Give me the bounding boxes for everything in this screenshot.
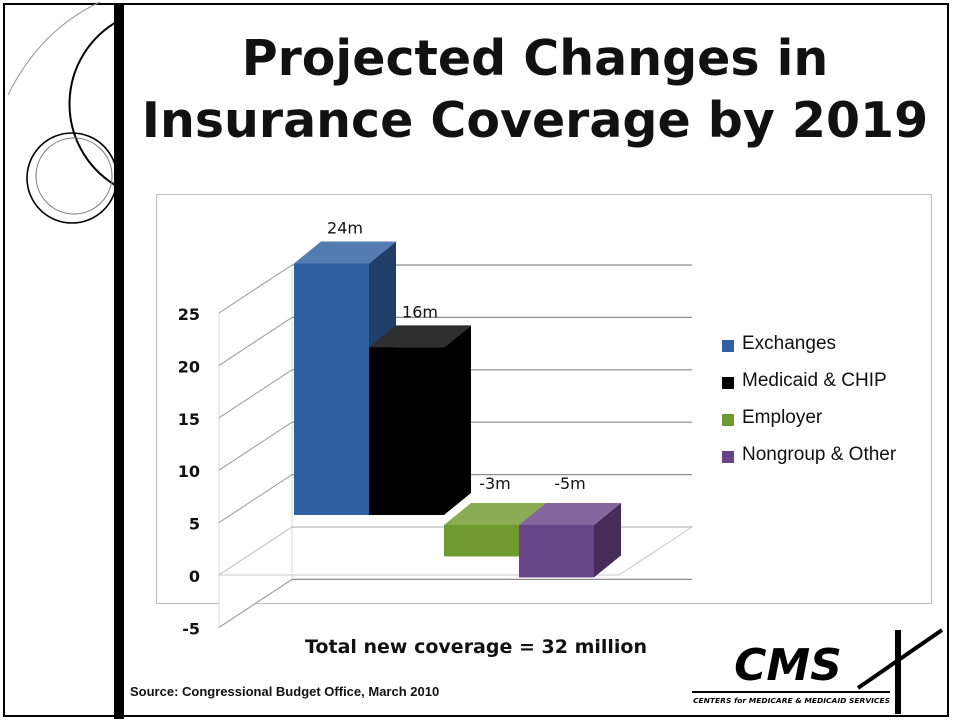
slide-title-line-1: Projected Changes in (241, 30, 829, 87)
y-tick-label: 0 (189, 567, 200, 586)
bar-employer (444, 525, 519, 557)
data-label: 16m (402, 302, 438, 321)
gridline-side (218, 421, 293, 471)
bar-top-3 (519, 503, 621, 525)
slide-title: Projected Changes in Insurance Coverage … (140, 28, 930, 152)
bar-top-0 (294, 241, 396, 264)
bar-side-3 (594, 503, 621, 578)
y-tick-label: 5 (189, 515, 200, 534)
bar-top-1 (369, 325, 471, 348)
data-label: 24m (327, 218, 363, 237)
source-note: Source: Congressional Budget Office, Mar… (130, 684, 440, 699)
y-tick-label: 20 (178, 357, 200, 376)
legend-swatch (722, 340, 734, 352)
total-coverage-text: Total new coverage = 32 million (305, 636, 647, 658)
gridline-side (218, 578, 293, 628)
bar-top-2 (444, 503, 546, 525)
legend-swatch (722, 377, 734, 389)
left-accent-bar (114, 3, 124, 719)
bar-medicaid-chip (369, 347, 444, 515)
gridline-side (218, 264, 293, 314)
y-tick-label: 15 (178, 410, 200, 429)
gridline-side (218, 369, 293, 419)
y-tick-label: 25 (178, 305, 200, 324)
cms-logo-tagline: CENTERS for MEDICARE & MEDICAID SERVICES (693, 697, 890, 705)
legend-label: Nongroup & Other (742, 444, 897, 465)
y-tick-label: 10 (178, 462, 200, 481)
bar-exchanges (294, 263, 369, 515)
slide-border (3, 3, 949, 717)
cms-logo: CMS CENTERS for MEDICARE & MEDICAID SERV… (692, 628, 944, 714)
legend-label: Employer (742, 407, 823, 428)
y-tick-label: -5 (182, 619, 200, 638)
gridline-side (218, 474, 293, 524)
chart-floor (217, 526, 694, 576)
legend-swatch (722, 414, 734, 426)
bar-nongroup-other (519, 525, 594, 578)
cms-logo-wordmark: CMS (734, 640, 842, 691)
legend-label: Medicaid & CHIP (742, 370, 887, 391)
legend-label: Exchanges (742, 333, 837, 354)
data-label: -3m (479, 474, 511, 493)
bar-side-1 (444, 325, 471, 515)
gridline-side (218, 316, 293, 366)
data-label: -5m (554, 474, 586, 493)
slide-title-line-2: Insurance Coverage by 2019 (141, 92, 929, 149)
legend-swatch (722, 451, 734, 463)
